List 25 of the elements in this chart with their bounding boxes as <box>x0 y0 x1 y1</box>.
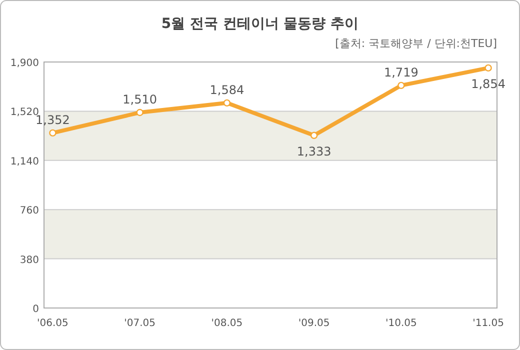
y-tick-label: 380 <box>20 254 39 266</box>
point <box>310 132 318 140</box>
point <box>223 99 231 107</box>
point <box>49 129 56 137</box>
y-tick-label: 760 <box>20 206 39 217</box>
data-label: 1,333 <box>296 144 332 158</box>
x-tick-label: '11.05 <box>472 318 504 329</box>
x-tick-label: '06.05 <box>37 318 68 329</box>
y-tick-label: 1,520 <box>10 107 39 118</box>
x-tick-label: '10.05 <box>385 318 417 329</box>
point <box>398 82 405 90</box>
point <box>484 64 492 72</box>
x-tick-label: '09.05 <box>298 318 330 329</box>
chart-subtitle: [출처: 국토해양부 / 단위:천TEU] <box>335 37 497 50</box>
data-label: 1,584 <box>210 82 244 97</box>
chart-title: 5월 전국 컨테이너 물동량 추이 <box>161 16 359 32</box>
y-tick-label: 1,900 <box>10 58 39 69</box>
x-tick-label: '08.05 <box>211 318 243 329</box>
y-tick-label: 0 <box>32 304 39 315</box>
data-label: 1,510 <box>122 92 158 106</box>
y-tick-label: 1,140 <box>10 156 39 168</box>
x-tick-label: '07.05 <box>124 318 156 329</box>
data-label: 1,719 <box>384 65 418 80</box>
data-label: 1,854 <box>471 76 506 91</box>
point <box>136 108 144 116</box>
